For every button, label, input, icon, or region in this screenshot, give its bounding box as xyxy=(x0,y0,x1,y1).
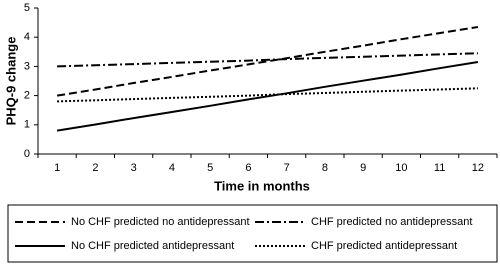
x-tick-label: 11 xyxy=(434,162,445,174)
x-tick-label: 8 xyxy=(322,162,328,174)
x-tick-label: 3 xyxy=(131,162,137,174)
legend-box xyxy=(7,204,498,263)
y-tick-label: 3 xyxy=(24,60,30,72)
x-tick-label: 9 xyxy=(360,162,366,174)
legend-label: CHF predicted no antidepressant xyxy=(311,216,472,228)
x-tick-label: 1 xyxy=(54,162,60,174)
x-tick-label: 10 xyxy=(395,162,407,174)
series-line xyxy=(56,61,479,132)
y-tick-label: 0 xyxy=(24,148,30,160)
x-tick-label: 6 xyxy=(245,162,251,174)
y-tick-label: 4 xyxy=(24,31,30,43)
x-axis-title: Time in months xyxy=(214,178,310,193)
x-tick-label: 4 xyxy=(169,162,175,174)
y-tick-label: 2 xyxy=(24,90,30,102)
y-axis-title: PHQ-9 change xyxy=(3,37,18,126)
x-tick-label: 5 xyxy=(207,162,213,174)
legend-label: CHF predicted antidepressant xyxy=(311,240,457,252)
legend-label: No CHF predicted antidepressant xyxy=(71,240,234,252)
x-tick-label: 7 xyxy=(284,162,290,174)
y-tick-label: 1 xyxy=(24,119,30,131)
series-line xyxy=(57,87,478,103)
series-line xyxy=(57,52,478,68)
legend-label: No CHF predicted no antidepressant xyxy=(71,216,250,228)
series-line xyxy=(56,26,479,97)
x-tick-label: 12 xyxy=(472,162,484,174)
x-tick-label: 2 xyxy=(92,162,98,174)
y-tick-label: 5 xyxy=(24,2,30,14)
